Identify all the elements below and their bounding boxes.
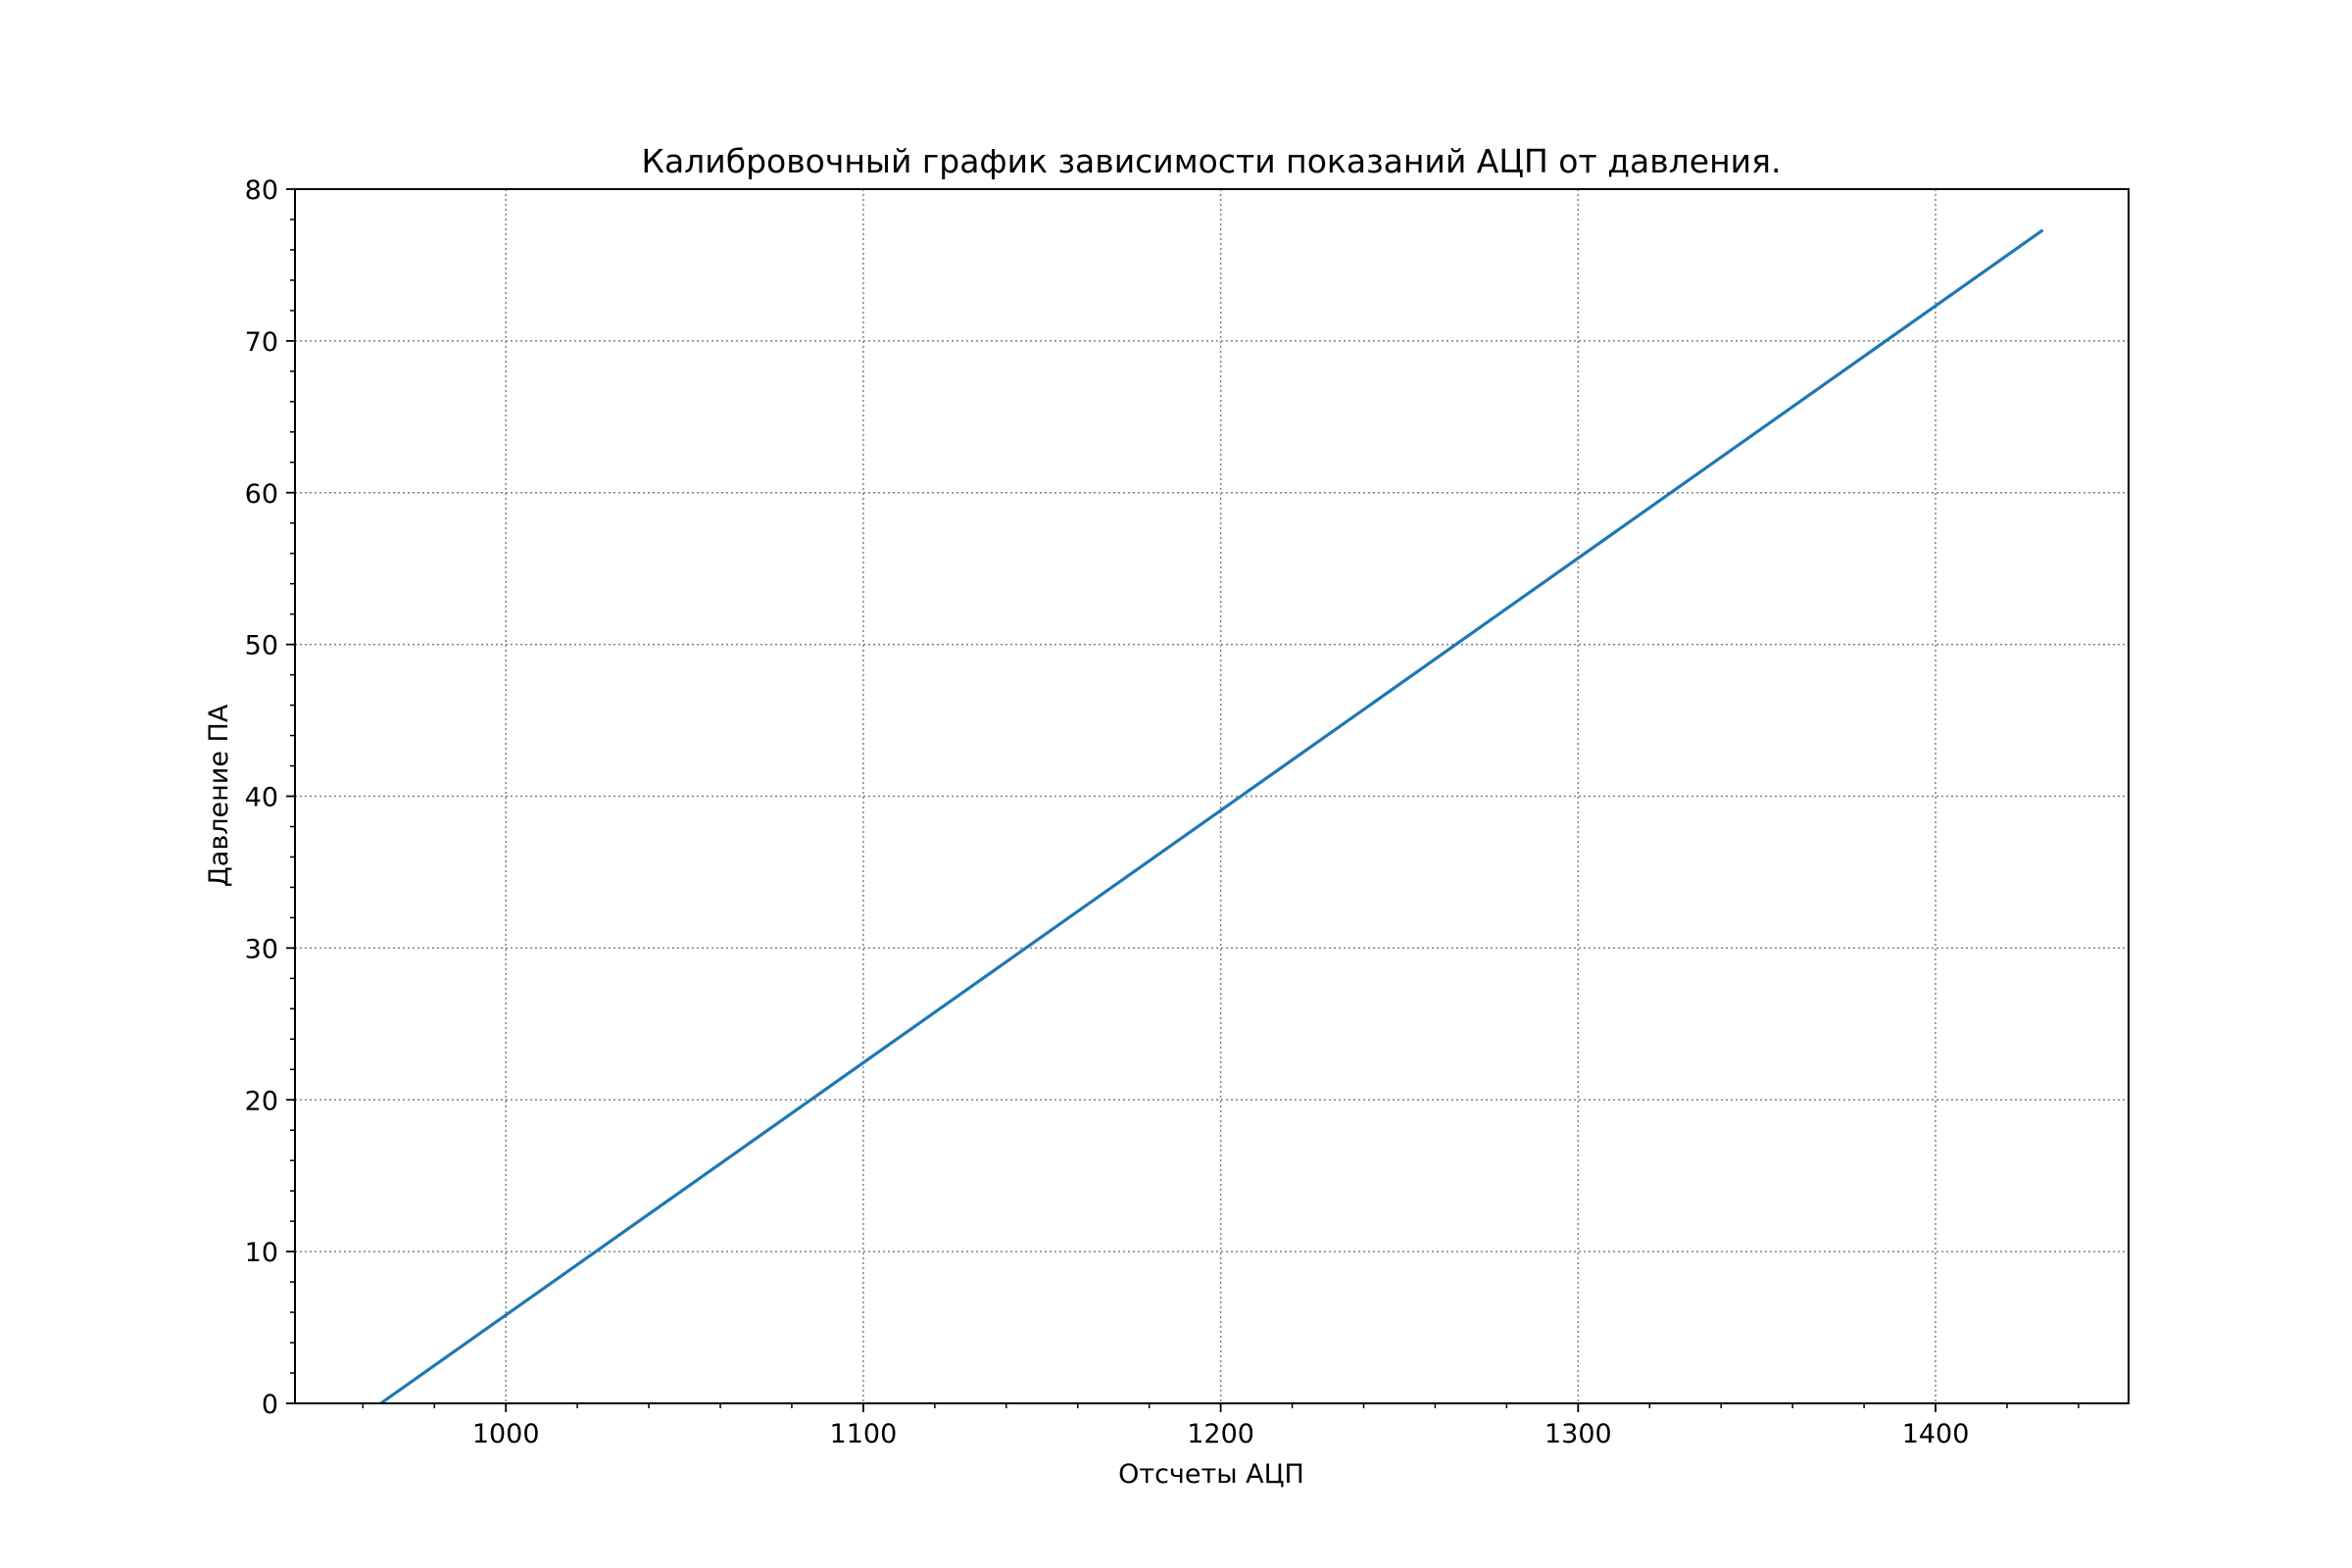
y-tick-label: 40 [245,783,278,813]
y-tick-label: 50 [245,631,278,662]
y-tick-label: 70 [245,327,278,358]
y-tick-label: 20 [245,1086,278,1116]
y-tick-label: 80 [245,175,278,206]
y-tick-label: 0 [262,1390,278,1420]
y-tick-label: 30 [245,934,278,964]
x-tick-label: 1100 [830,1419,898,1449]
x-tick-labels: 1000 1100 1200 1300 1400 [472,1419,1970,1449]
series-layer [379,228,2044,1405]
x-tick-label: 1300 [1544,1419,1612,1449]
y-tick-label: 10 [245,1238,278,1268]
chart-title: Калибровочный график зависимости показан… [642,142,1782,180]
x-tick-label: 1200 [1187,1419,1254,1449]
y-tick-label: 60 [245,479,278,510]
y-axis-label: Давление ПА [204,704,234,887]
x-tick-label: 1400 [1902,1419,1970,1449]
series-line [379,228,2044,1405]
major-ticks [286,188,1936,1412]
x-tick-label: 1000 [472,1419,540,1449]
y-tick-labels: 0 10 20 30 40 50 60 70 80 [245,175,278,1420]
plot-frame [294,188,2130,1404]
x-axis-label: Отсчеты АЦП [1118,1459,1304,1490]
